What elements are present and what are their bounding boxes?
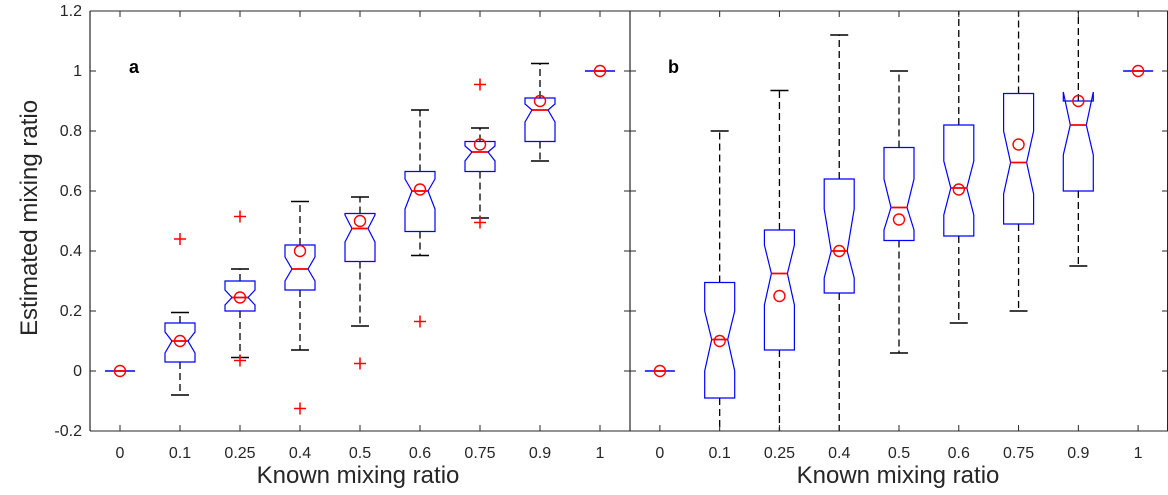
panel-a-marks [105, 62, 615, 415]
mean-marker [593, 64, 607, 78]
mean-marker [833, 244, 846, 258]
x-tick-label: 0.5 [888, 445, 910, 462]
x-tick-label: 0.9 [529, 445, 551, 462]
x-tick-label: 0.25 [764, 445, 795, 462]
box-body [344, 212, 376, 263]
y-tick-label: 1.2 [60, 3, 82, 20]
panel-b-x-axis-label: Known mixing ratio [797, 462, 1000, 489]
y-axis-label: Estimated mixing ratio [16, 100, 43, 336]
box-a-7 [524, 62, 556, 162]
x-tick-label: 1 [1134, 445, 1143, 462]
outlier-marker [354, 357, 366, 370]
mean-marker [293, 244, 307, 258]
panel-b-label: b [668, 57, 679, 77]
box-b-8 [1123, 64, 1154, 78]
outlier-marker [414, 315, 426, 328]
box-a-4 [344, 196, 376, 370]
y-tick-label: 0.6 [60, 183, 82, 200]
x-tick-label: 0.5 [349, 445, 371, 462]
box-body [823, 178, 855, 294]
mean-marker [1131, 64, 1145, 78]
y-tick-label: 0 [73, 363, 82, 380]
mean-marker [353, 214, 367, 228]
box-b-0 [644, 364, 675, 378]
outlier-marker [234, 210, 246, 223]
mean-marker [233, 291, 247, 304]
box-a-5 [404, 109, 436, 328]
box-a-6 [464, 78, 496, 229]
mean-marker [1012, 138, 1025, 151]
x-tick-label: 0.75 [1003, 445, 1034, 462]
outlier-marker [174, 233, 186, 245]
mean-marker [892, 213, 906, 226]
panel-a-axes: -0.2 0 0.2 0.4 0.6 0.8 1 1.2 0 0.1 0.25 0.4 0.5 0.6 0.… [54, 3, 630, 462]
mean-marker [533, 94, 547, 108]
y-tick-label: 0.4 [60, 243, 82, 260]
mean-marker [952, 183, 965, 196]
x-tick-label: 0.6 [948, 445, 970, 462]
y-tick-label: 1 [73, 63, 82, 80]
box-body [224, 280, 256, 312]
box-body [524, 97, 556, 143]
box-b-3 [823, 34, 855, 431]
outlier-marker [234, 354, 246, 367]
box-a-1 [164, 233, 196, 396]
x-tick-label: 0.75 [464, 445, 495, 462]
box-b-1 [704, 130, 736, 431]
box-a-3 [284, 200, 316, 415]
x-tick-label: 1 [596, 445, 605, 462]
outlier-marker [294, 402, 306, 415]
box-body [883, 146, 915, 242]
box-b-5 [943, 11, 975, 324]
box-a-2 [224, 210, 256, 367]
box-b-7 [1062, 11, 1094, 267]
box-body [284, 244, 316, 291]
mean-marker [713, 334, 726, 348]
y-tick-label: 0.2 [60, 303, 82, 320]
panel-a: -0.2 0 0.2 0.4 0.6 0.8 1 1.2 0 0.1 0.25 0.4 0.5 0.6 0.… [16, 3, 630, 489]
outlier-marker [474, 78, 486, 91]
box-body [943, 124, 975, 237]
panel-b-marks [644, 11, 1154, 431]
mean-marker [173, 334, 187, 348]
box-body [1062, 91, 1094, 192]
mean-marker [413, 183, 427, 196]
box-body [404, 170, 436, 233]
box-body [704, 281, 736, 399]
x-tick-label: 0 [655, 445, 664, 462]
box-body [164, 322, 196, 363]
box-a-0 [105, 364, 135, 378]
x-tick-label: 0.6 [409, 445, 431, 462]
panel-b: 0 0.1 0.25 0.4 0.5 0.6 0.75 0.9 1 b Known mixing… [629, 10, 1168, 489]
x-tick-label: 0.4 [289, 445, 311, 462]
panel-a-label: a [129, 57, 140, 77]
mean-marker [773, 289, 786, 303]
box-a-8 [585, 64, 615, 78]
box-body [464, 140, 496, 173]
x-tick-label: 0.1 [169, 445, 191, 462]
y-tick-label: -0.2 [54, 423, 82, 440]
box-b-4 [883, 70, 915, 354]
y-tick-label: 0.8 [60, 123, 82, 140]
outlier-marker [474, 216, 486, 229]
mean-marker [1072, 94, 1085, 108]
mean-marker [113, 364, 127, 378]
panel-a-x-axis-label: Known mixing ratio [257, 462, 460, 489]
x-tick-label: 0.1 [709, 445, 731, 462]
mean-marker [653, 364, 667, 378]
mean-marker [473, 138, 487, 151]
x-tick-label: 0 [116, 445, 125, 462]
box-body [763, 229, 796, 351]
x-tick-label: 0.9 [1067, 445, 1089, 462]
box-body [1002, 92, 1035, 225]
x-tick-label: 0.4 [828, 445, 850, 462]
x-tick-label: 0.25 [224, 445, 255, 462]
